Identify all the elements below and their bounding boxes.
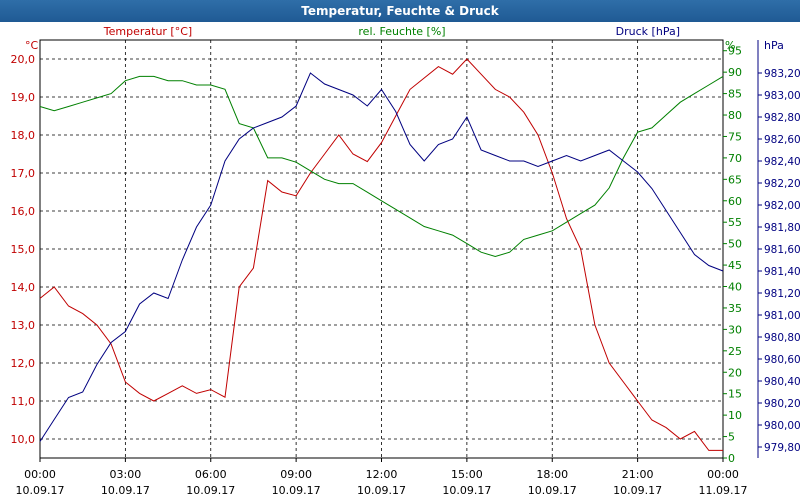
x-tick-time-label: 18:00 <box>536 468 568 481</box>
pressure-tick-label: 979,80 <box>764 442 800 454</box>
pressure-tick-label: 980,80 <box>764 332 800 344</box>
series-line-right <box>39 72 724 442</box>
series-line-middle <box>39 75 724 258</box>
humidity-tick-label: 10 <box>728 409 742 422</box>
humidity-tick-label: 5 <box>728 431 735 444</box>
humidity-tick-label: 90 <box>728 66 742 79</box>
humidity-tick-label: 20 <box>728 366 742 379</box>
humidity-tick-label: 35 <box>728 302 742 315</box>
pressure-tick-label: 982,60 <box>764 134 800 146</box>
x-tick-time-label: 15:00 <box>451 468 483 481</box>
humidity-tick-label: 70 <box>728 152 742 165</box>
temp-tick-label: 20,0 <box>11 53 36 66</box>
temp-tick-label: 12,0 <box>11 357 36 370</box>
pressure-tick-label: 982,40 <box>764 156 800 168</box>
x-tick-date-label: 10.09.17 <box>16 484 65 497</box>
temp-tick-label: 15,0 <box>11 243 36 256</box>
pressure-tick-label: 980,20 <box>764 398 800 410</box>
x-tick-date-label: 10.09.17 <box>528 484 577 497</box>
humidity-tick-label: 95 <box>728 45 742 58</box>
x-tick-date-label: 10.09.17 <box>272 484 321 497</box>
pressure-tick-label: 981,80 <box>764 222 800 234</box>
chart-title: Temperatur, Feuchte & Druck <box>0 0 800 22</box>
pressure-tick-label: 980,60 <box>764 354 800 366</box>
pressure-tick-label: 981,40 <box>764 266 800 278</box>
series-line-left <box>39 58 723 451</box>
humidity-tick-label: 25 <box>728 345 742 358</box>
x-tick-time-label: 21:00 <box>622 468 654 481</box>
chart-plot: 10,0 11,0 12,0 13,0 14,0 15,0 16,0 17,0 18,0 19,0… <box>11 25 800 497</box>
x-tick-date-label: 10.09.17 <box>101 484 150 497</box>
humidity-tick-label: 75 <box>728 130 742 143</box>
temp-tick-label: 14,0 <box>11 281 36 294</box>
x-tick-time-label: 09:00 <box>280 468 312 481</box>
temp-tick-label: 19,0 <box>11 91 36 104</box>
temp-tick-label: 13,0 <box>11 319 36 332</box>
x-tick-date-label: 10.09.17 <box>442 484 491 497</box>
x-tick-date-label: 11.09.17 <box>699 484 748 497</box>
temp-unit-label: °C <box>25 39 39 52</box>
temp-tick-label: 17,0 <box>11 167 36 180</box>
x-tick-date-label: 10.09.17 <box>186 484 235 497</box>
humidity-tick-label: 55 <box>728 216 742 229</box>
x-tick-date-label: 10.09.17 <box>613 484 662 497</box>
x-tick-time-label: 12:00 <box>366 468 398 481</box>
pressure-tick-label: 982,00 <box>764 200 800 212</box>
humidity-tick-label: 40 <box>728 281 742 294</box>
humidity-tick-label: 50 <box>728 238 742 251</box>
pressure-tick-label: 981,00 <box>764 310 800 322</box>
humidity-tick-label: 60 <box>728 195 742 208</box>
temp-tick-label: 10,0 <box>11 433 36 446</box>
x-tick-time-label: 00:00 <box>707 468 739 481</box>
pressure-label: Druck [hPa] <box>616 25 680 38</box>
humidity-tick-label: 30 <box>728 323 742 336</box>
humidity-label: rel. Feuchte [%] <box>358 25 445 38</box>
humidity-unit-label: % <box>725 39 735 52</box>
x-tick-date-label: 10.09.17 <box>357 484 406 497</box>
temp-tick-label: 11,0 <box>11 395 36 408</box>
humidity-tick-label: 80 <box>728 109 742 122</box>
pressure-tick-label: 980,40 <box>764 376 800 388</box>
pressure-tick-label: 983,20 <box>764 68 800 80</box>
pressure-tick-label: 983,00 <box>764 90 800 102</box>
humidity-tick-label: 15 <box>728 388 742 401</box>
humidity-tick-label: 0 <box>728 452 735 465</box>
pressure-tick-label: 981,20 <box>764 288 800 300</box>
humidity-tick-label: 45 <box>728 259 742 272</box>
temperature-label: Temperatur [°C] <box>103 25 192 38</box>
x-tick-time-label: 00:00 <box>24 468 56 481</box>
pressure-tick-label: 981,60 <box>764 244 800 256</box>
pressure-tick-label: 980,00 <box>764 420 800 432</box>
pressure-tick-label: 982,20 <box>764 178 800 190</box>
x-tick-time-label: 06:00 <box>195 468 227 481</box>
x-tick-time-label: 03:00 <box>110 468 142 481</box>
humidity-tick-label: 85 <box>728 88 742 101</box>
temp-tick-label: 18,0 <box>11 129 36 142</box>
pressure-unit-label: hPa <box>764 39 784 52</box>
temp-tick-label: 16,0 <box>11 205 36 218</box>
humidity-tick-label: 65 <box>728 173 742 186</box>
pressure-tick-label: 982,80 <box>764 112 800 124</box>
